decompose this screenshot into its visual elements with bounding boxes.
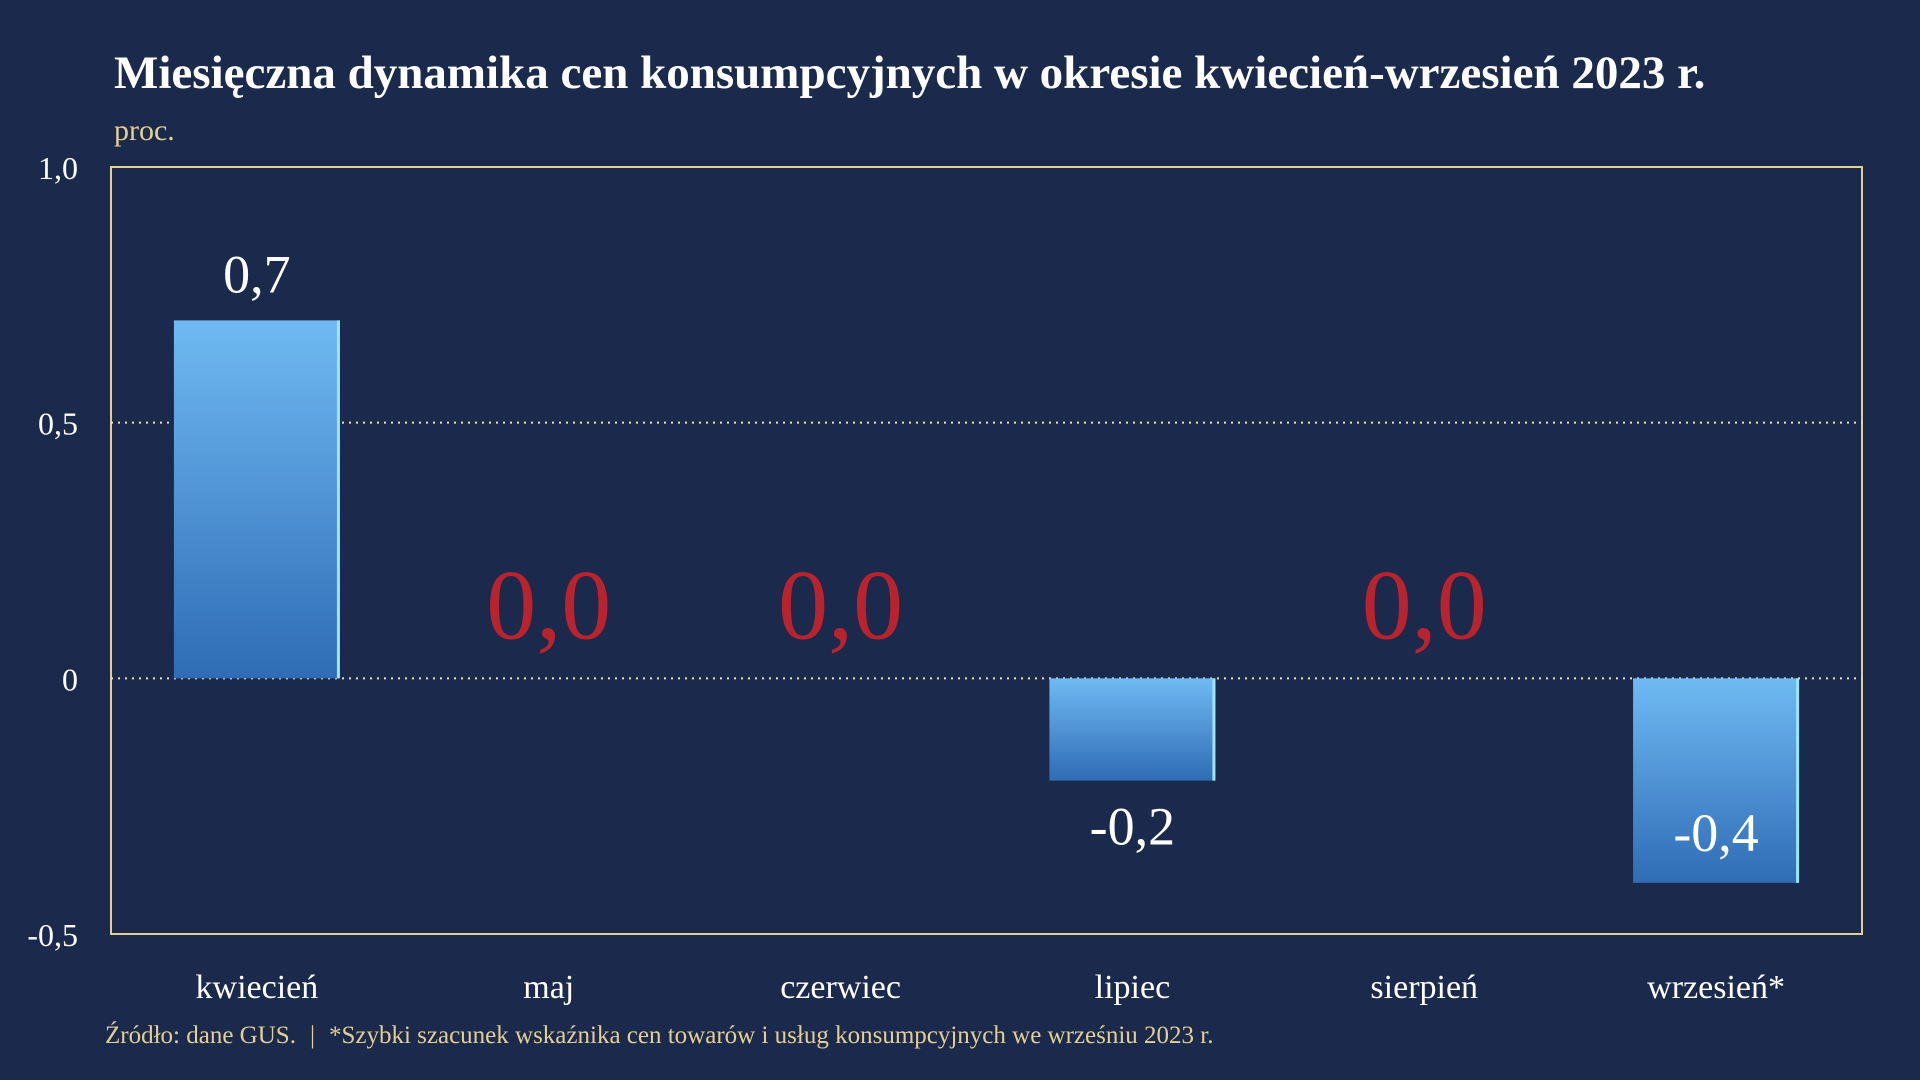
chart-title: Miesięczna dynamika cen konsumpcyjnych w… — [114, 47, 1706, 99]
y-tick-label: 1,0 — [38, 150, 78, 186]
y-tick-label: 0 — [62, 661, 78, 697]
x-category-label: czerwiec — [780, 969, 901, 1006]
plot-frame — [110, 166, 1863, 935]
source-note: Źródło: dane GUS. — [105, 1022, 296, 1049]
bar-edge-3 — [1212, 678, 1216, 781]
x-category-label: wrzesień* — [1647, 969, 1785, 1006]
x-category-label: lipiec — [1095, 969, 1171, 1006]
bar-0 — [173, 320, 340, 679]
data-label-zero: 0,0 — [778, 549, 903, 660]
bar-edge-5 — [1796, 678, 1800, 883]
y-tick-label: -0,5 — [27, 917, 78, 953]
bar-5 — [1633, 678, 1800, 883]
y-tick-label: 0,5 — [38, 406, 78, 442]
data-label-zero: 0,0 — [486, 549, 611, 660]
bar-edge-0 — [336, 320, 340, 679]
x-category-label: maj — [523, 969, 574, 1006]
data-label-zero: 0,0 — [1362, 549, 1487, 660]
x-category-label: kwiecień — [196, 969, 319, 1006]
bar-3 — [1049, 678, 1216, 781]
footer-separator: | — [309, 1022, 315, 1049]
unit-label: proc. — [114, 114, 175, 147]
data-label: -0,2 — [1090, 797, 1175, 857]
x-category-label: sierpień — [1370, 969, 1478, 1006]
data-label: -0,4 — [1673, 803, 1758, 863]
data-label: 0,7 — [223, 244, 291, 304]
footnote: *Szybki szacunek wskaźnika cen towarów i… — [328, 1022, 1214, 1049]
chart-footer: Źródło: dane GUS. | *Szybki szacunek wskaź… — [105, 1022, 1214, 1050]
